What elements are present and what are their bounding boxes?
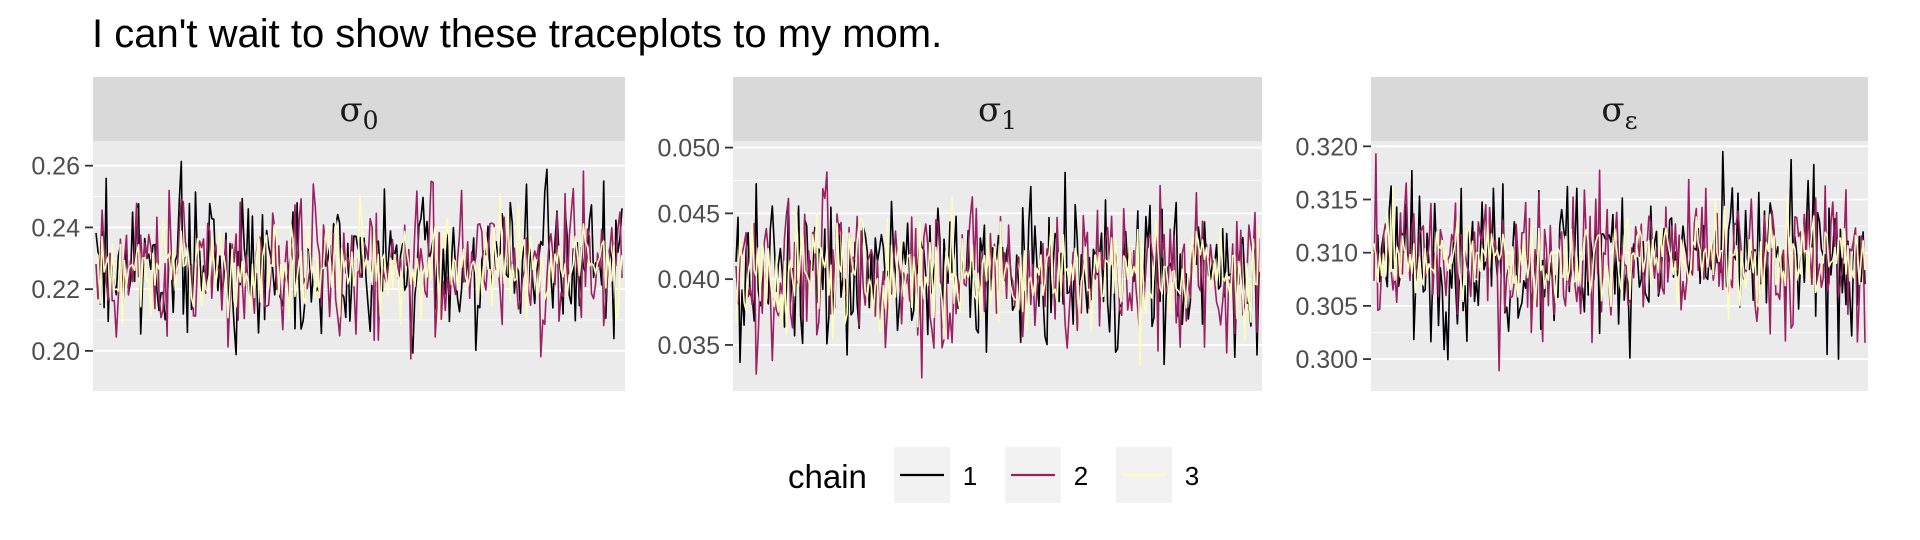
facet-strip: [1371, 77, 1868, 141]
y-tick-label: 0.20: [31, 338, 80, 366]
y-tick-label: 0.24: [31, 214, 80, 242]
y-tick-label: 0.26: [31, 153, 80, 181]
y-tick-label: 0.305: [1295, 293, 1358, 321]
facet-panel-1: σ0 0.26 0.24 0.22 0.20: [31, 77, 625, 391]
facet-strip-label: σ0: [339, 90, 378, 135]
y-tick-label: 0.315: [1295, 187, 1358, 215]
facet-strip-label: σε: [1601, 90, 1637, 135]
y-tick-label: 0.310: [1295, 240, 1358, 268]
y-tick-label: 0.050: [657, 135, 720, 163]
trace-line-chain-3: [95, 192, 623, 326]
y-tick-label: 0.22: [31, 276, 80, 304]
facet-strip: [93, 77, 625, 141]
y-tick-label: 0.040: [657, 266, 720, 294]
y-tick-label: 0.035: [657, 332, 720, 360]
legend-label-3: 3: [1185, 461, 1199, 491]
trace-line-chain-2: [1373, 153, 1866, 372]
y-tick-label: 0.320: [1295, 133, 1358, 161]
legend-title: chain: [788, 458, 867, 495]
facet-strip: [733, 77, 1262, 141]
facet-strip-label: σ1: [978, 90, 1017, 135]
legend: chain 1 2 3: [788, 447, 1199, 503]
trace-line-chain-3: [1373, 186, 1866, 321]
legend-label-2: 2: [1074, 461, 1088, 491]
facet-panel-3: σε 0.320 0.315 0.310 0.305 0.300: [1295, 77, 1868, 391]
facet-panel-2: σ1 0.050 0.045 0.040 0.035: [657, 77, 1262, 391]
y-tick-label: 0.045: [657, 200, 720, 228]
legend-label-1: 1: [963, 461, 977, 491]
trace-line-chain-2: [95, 170, 623, 360]
chart-title: I can't wait to show these traceplots to…: [92, 12, 943, 56]
y-tick-label: 0.300: [1295, 346, 1358, 374]
trace-line-chain-3: [735, 196, 1260, 366]
